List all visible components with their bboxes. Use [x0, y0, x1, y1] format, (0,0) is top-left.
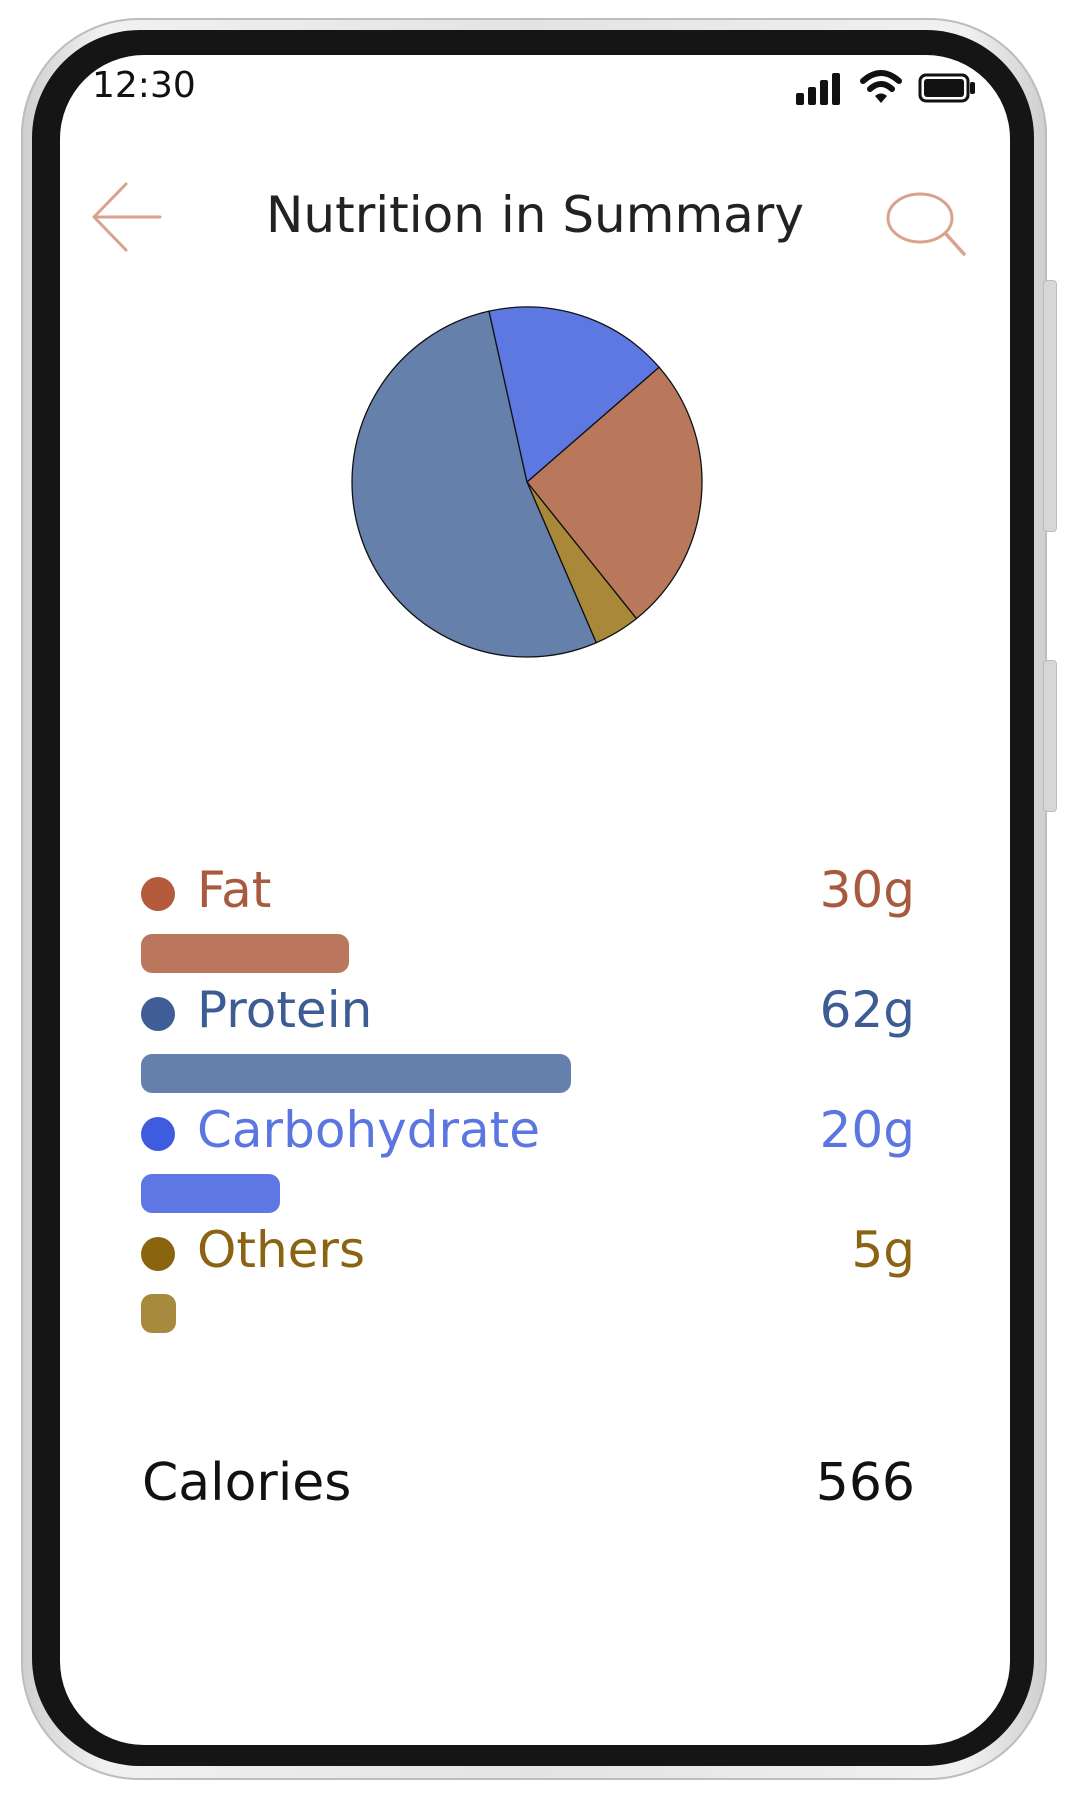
fat-dot-icon: [141, 877, 175, 911]
status-bar: 12:30: [60, 55, 1010, 125]
header: Nutrition in Summary: [60, 150, 1010, 260]
protein-bar: [141, 1054, 571, 1093]
nutrient-label: Carbohydrate: [197, 1101, 541, 1159]
app-screen: 12:30 Nutrition in Summary: [60, 55, 1010, 1745]
calories-row: Calories 566: [60, 1443, 1010, 1523]
nutrient-row-protein: Protein 62g: [60, 975, 1010, 1095]
nutrient-label: Others: [197, 1221, 366, 1279]
nutrient-value: 5g: [851, 1221, 915, 1279]
others-dot-icon: [141, 1237, 175, 1271]
status-time: 12:30: [92, 65, 196, 106]
signal-strength-icon: [796, 73, 840, 105]
nutrient-row-others: Others 5g: [60, 1215, 1010, 1335]
calories-label: Calories: [142, 1453, 352, 1513]
page-title: Nutrition in Summary: [266, 186, 804, 244]
wifi-icon: [860, 70, 902, 103]
nutrition-pie-chart: [351, 306, 703, 658]
pie-slice-fat: [526, 366, 703, 620]
protein-dot-icon: [141, 997, 175, 1031]
nutrient-row-carbohydrate: Carbohydrate 20g: [60, 1095, 1010, 1215]
volume-up-button: [1043, 280, 1057, 532]
carbohydrate-dot-icon: [141, 1117, 175, 1151]
power-button: [1043, 660, 1057, 812]
nutrient-label: Protein: [197, 981, 373, 1039]
pie-slice-carbohydrate: [488, 306, 660, 484]
carbohydrate-bar: [141, 1174, 280, 1213]
nutrient-row-fat: Fat 30g: [60, 855, 1010, 975]
fat-bar: [141, 934, 349, 973]
nutrient-label: Fat: [197, 861, 272, 919]
back-arrow-icon[interactable]: [90, 180, 164, 254]
search-icon[interactable]: [882, 188, 970, 260]
nutrient-value: 20g: [819, 1101, 915, 1159]
others-bar: [141, 1294, 176, 1333]
calories-value: 566: [815, 1453, 915, 1513]
nutrient-value: 30g: [819, 861, 915, 919]
battery-icon: [918, 73, 975, 103]
pie-slice-protein: [351, 310, 598, 658]
nutrient-value: 62g: [819, 981, 915, 1039]
